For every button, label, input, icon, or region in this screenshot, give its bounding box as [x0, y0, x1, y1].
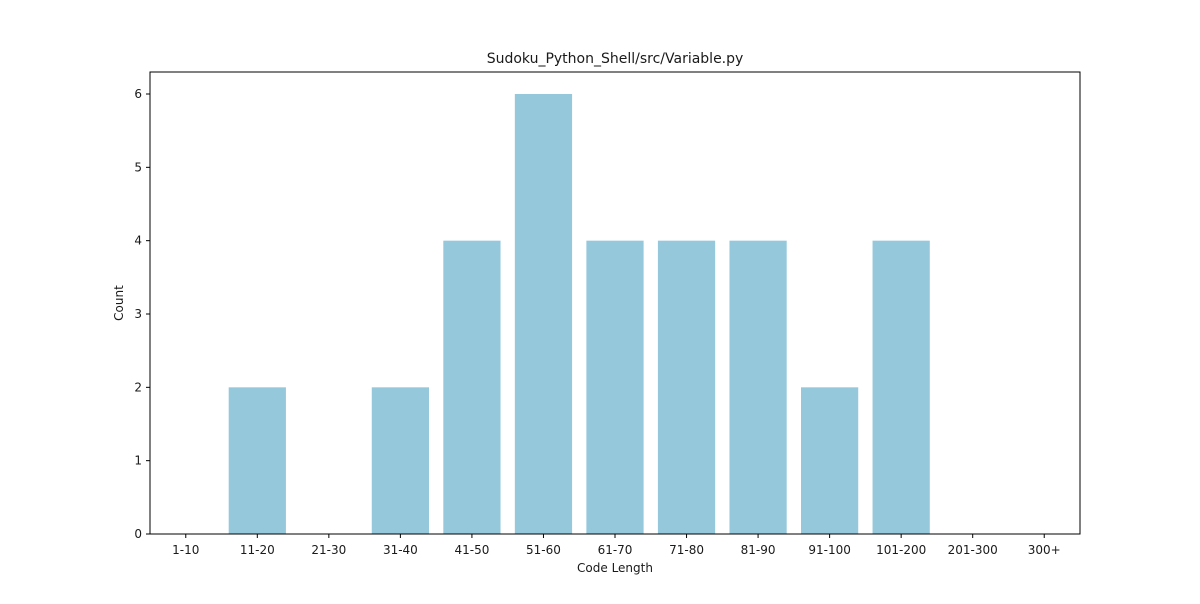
x-tick-label: 101-200	[876, 543, 926, 557]
plot-area-frame	[149, 71, 1081, 535]
y-tick-label: 3	[134, 307, 142, 321]
y-tick-label: 0	[134, 527, 142, 541]
x-tick-label: 21-30	[311, 543, 346, 557]
y-tick-label: 5	[134, 160, 142, 174]
x-tick-label: 300+	[1028, 543, 1061, 557]
bar-series	[228, 94, 930, 535]
x-tick-label: 201-300	[948, 543, 998, 557]
bar-41-50	[443, 240, 501, 535]
x-tick-label: 61-70	[598, 543, 633, 557]
x-tick-label: 71-80	[669, 543, 704, 557]
bar-81-90	[729, 240, 787, 535]
bar-101-200	[872, 240, 930, 535]
bar-11-20	[228, 387, 286, 534]
x-axis-ticks: 1-10 11-20 21-30 31-40 41-50 51-60 61-70 71-80 8…	[172, 534, 1061, 557]
bar-91-100	[801, 387, 859, 534]
x-tick-label: 31-40	[383, 543, 418, 557]
bar-71-80	[657, 240, 716, 535]
x-tick-label: 51-60	[526, 543, 561, 557]
y-tick-label: 2	[134, 380, 142, 394]
y-tick-label: 1	[134, 454, 142, 468]
x-tick-label: 41-50	[454, 543, 489, 557]
x-tick-label: 81-90	[741, 543, 776, 557]
x-tick-label: 1-10	[172, 543, 199, 557]
chart-title: Sudoku_Python_Shell/src/Variable.py	[487, 51, 744, 67]
x-axis-label: Code Length	[577, 561, 653, 575]
y-tick-label: 6	[134, 87, 142, 101]
x-tick-label: 11-20	[240, 543, 275, 557]
bar-31-40	[371, 387, 429, 534]
y-axis-ticks: 0 1 2 3 4 5 6	[134, 87, 150, 541]
bar-61-70	[586, 240, 644, 535]
y-axis-label: Count	[112, 285, 126, 321]
y-tick-label: 4	[134, 234, 142, 248]
x-tick-label: 91-100	[808, 543, 851, 557]
bar-51-60	[514, 94, 573, 534]
